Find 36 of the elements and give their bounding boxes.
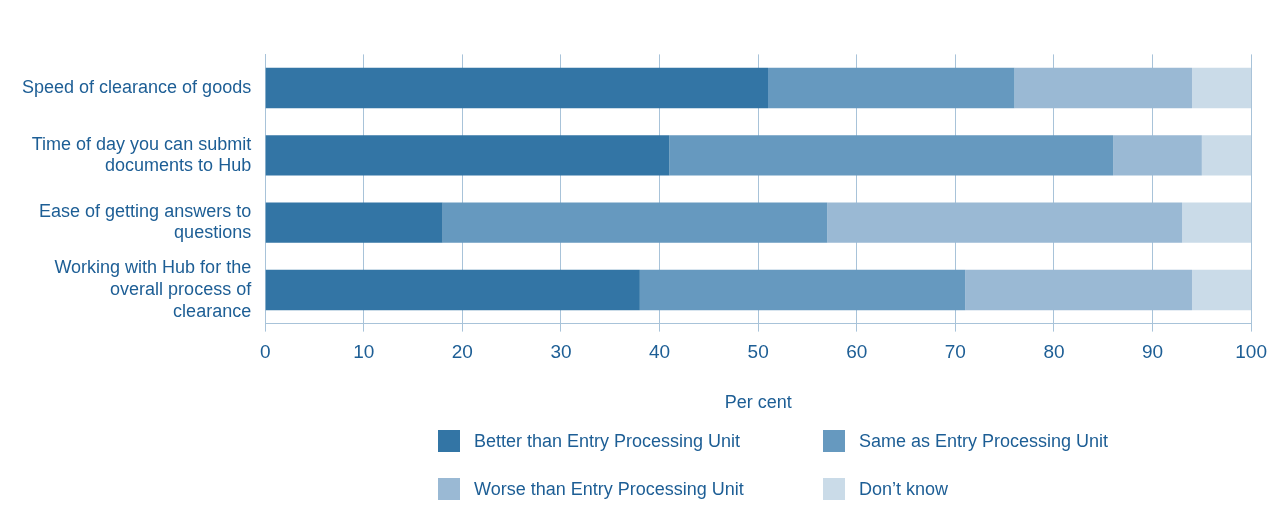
bar — [1014, 67, 1192, 109]
x-tick-label: 10 — [353, 341, 375, 363]
x-tick-label: 20 — [451, 341, 473, 363]
bar — [1191, 269, 1252, 311]
legend-label: Don’t know — [859, 478, 949, 500]
x-tick-label: 30 — [550, 341, 572, 363]
x-tick-label: 50 — [747, 341, 769, 363]
x-tick-label: 70 — [944, 341, 966, 363]
bar — [442, 202, 828, 243]
bar — [1113, 135, 1202, 176]
bar — [768, 67, 1015, 109]
bar — [1201, 135, 1252, 176]
legend-label: Better than Entry Processing Unit — [474, 430, 741, 452]
x-tick-label: 90 — [1141, 341, 1164, 363]
bar — [265, 269, 640, 311]
x-tick-label: 40 — [648, 341, 671, 363]
bar — [827, 202, 1183, 243]
y-tick-label: Speed of clearance of goods — [21, 77, 252, 98]
bar — [265, 135, 670, 176]
y-tick-label: Ease of getting answers to questions — [39, 200, 252, 243]
y-tick-label: Working with Hub for the overall process of clearance — [54, 257, 253, 321]
y-tick-label: Time of day you can submit documents to Hub — [31, 133, 252, 176]
bar — [265, 67, 769, 109]
bar — [669, 135, 1114, 176]
x-tick-label: 60 — [846, 341, 868, 363]
bar — [965, 269, 1192, 311]
bar — [639, 269, 966, 311]
bar — [265, 202, 443, 243]
bar — [1182, 202, 1252, 243]
legend-label: Worse than Entry Processing Unit — [474, 478, 744, 500]
x-axis-title: Per cent — [724, 392, 792, 413]
x-tick-label: 80 — [1043, 341, 1065, 363]
x-tick-label: 0 — [259, 341, 271, 363]
bar — [1191, 67, 1252, 109]
x-tick-label: 100 — [1235, 341, 1267, 363]
legend-label: Same as Entry Processing Unit — [859, 430, 1109, 452]
